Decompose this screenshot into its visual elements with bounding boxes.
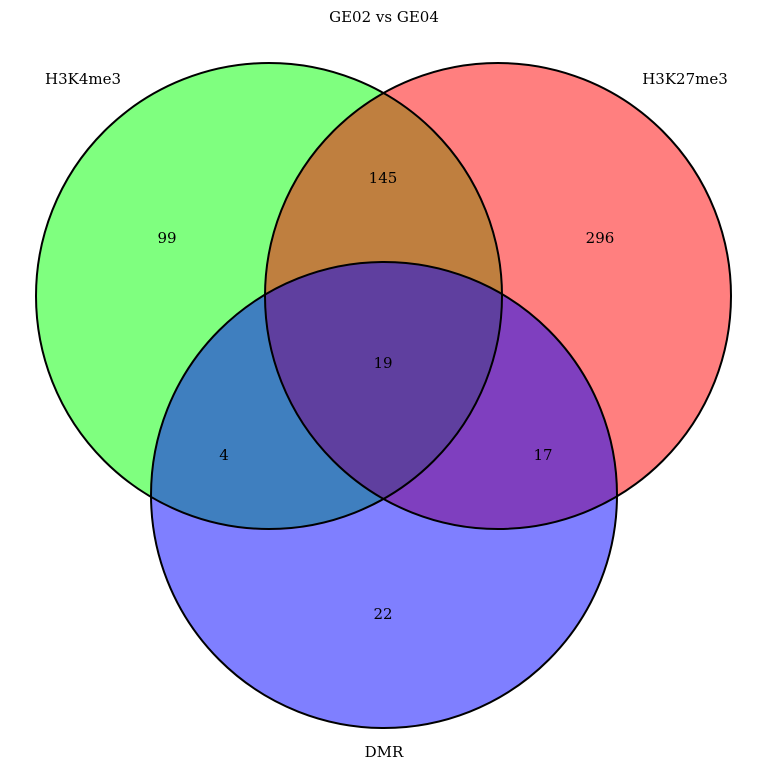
outline-dmr: [150, 261, 618, 729]
outline-h3k27me3: [264, 62, 732, 530]
diagram-title: GE02 vs GE04: [329, 8, 439, 26]
count-all-three: 19: [373, 354, 392, 372]
outline-h3k4me3: [35, 62, 503, 530]
count-h3k27me3-dmr: 17: [533, 446, 552, 464]
set-label-dmr: DMR: [365, 743, 404, 761]
set-label-h3k27me3: H3K27me3: [642, 70, 728, 88]
count-h3k4me3-dmr: 4: [219, 446, 229, 464]
count-dmr-only: 22: [373, 605, 392, 623]
set-label-h3k4me3: H3K4me3: [45, 70, 121, 88]
count-h3k4me3-h3k27me3: 145: [369, 169, 398, 187]
circle-dmr: [151, 262, 617, 728]
count-h3k4me3-only: 99: [157, 229, 176, 247]
count-h3k27me3-only: 296: [586, 229, 615, 247]
